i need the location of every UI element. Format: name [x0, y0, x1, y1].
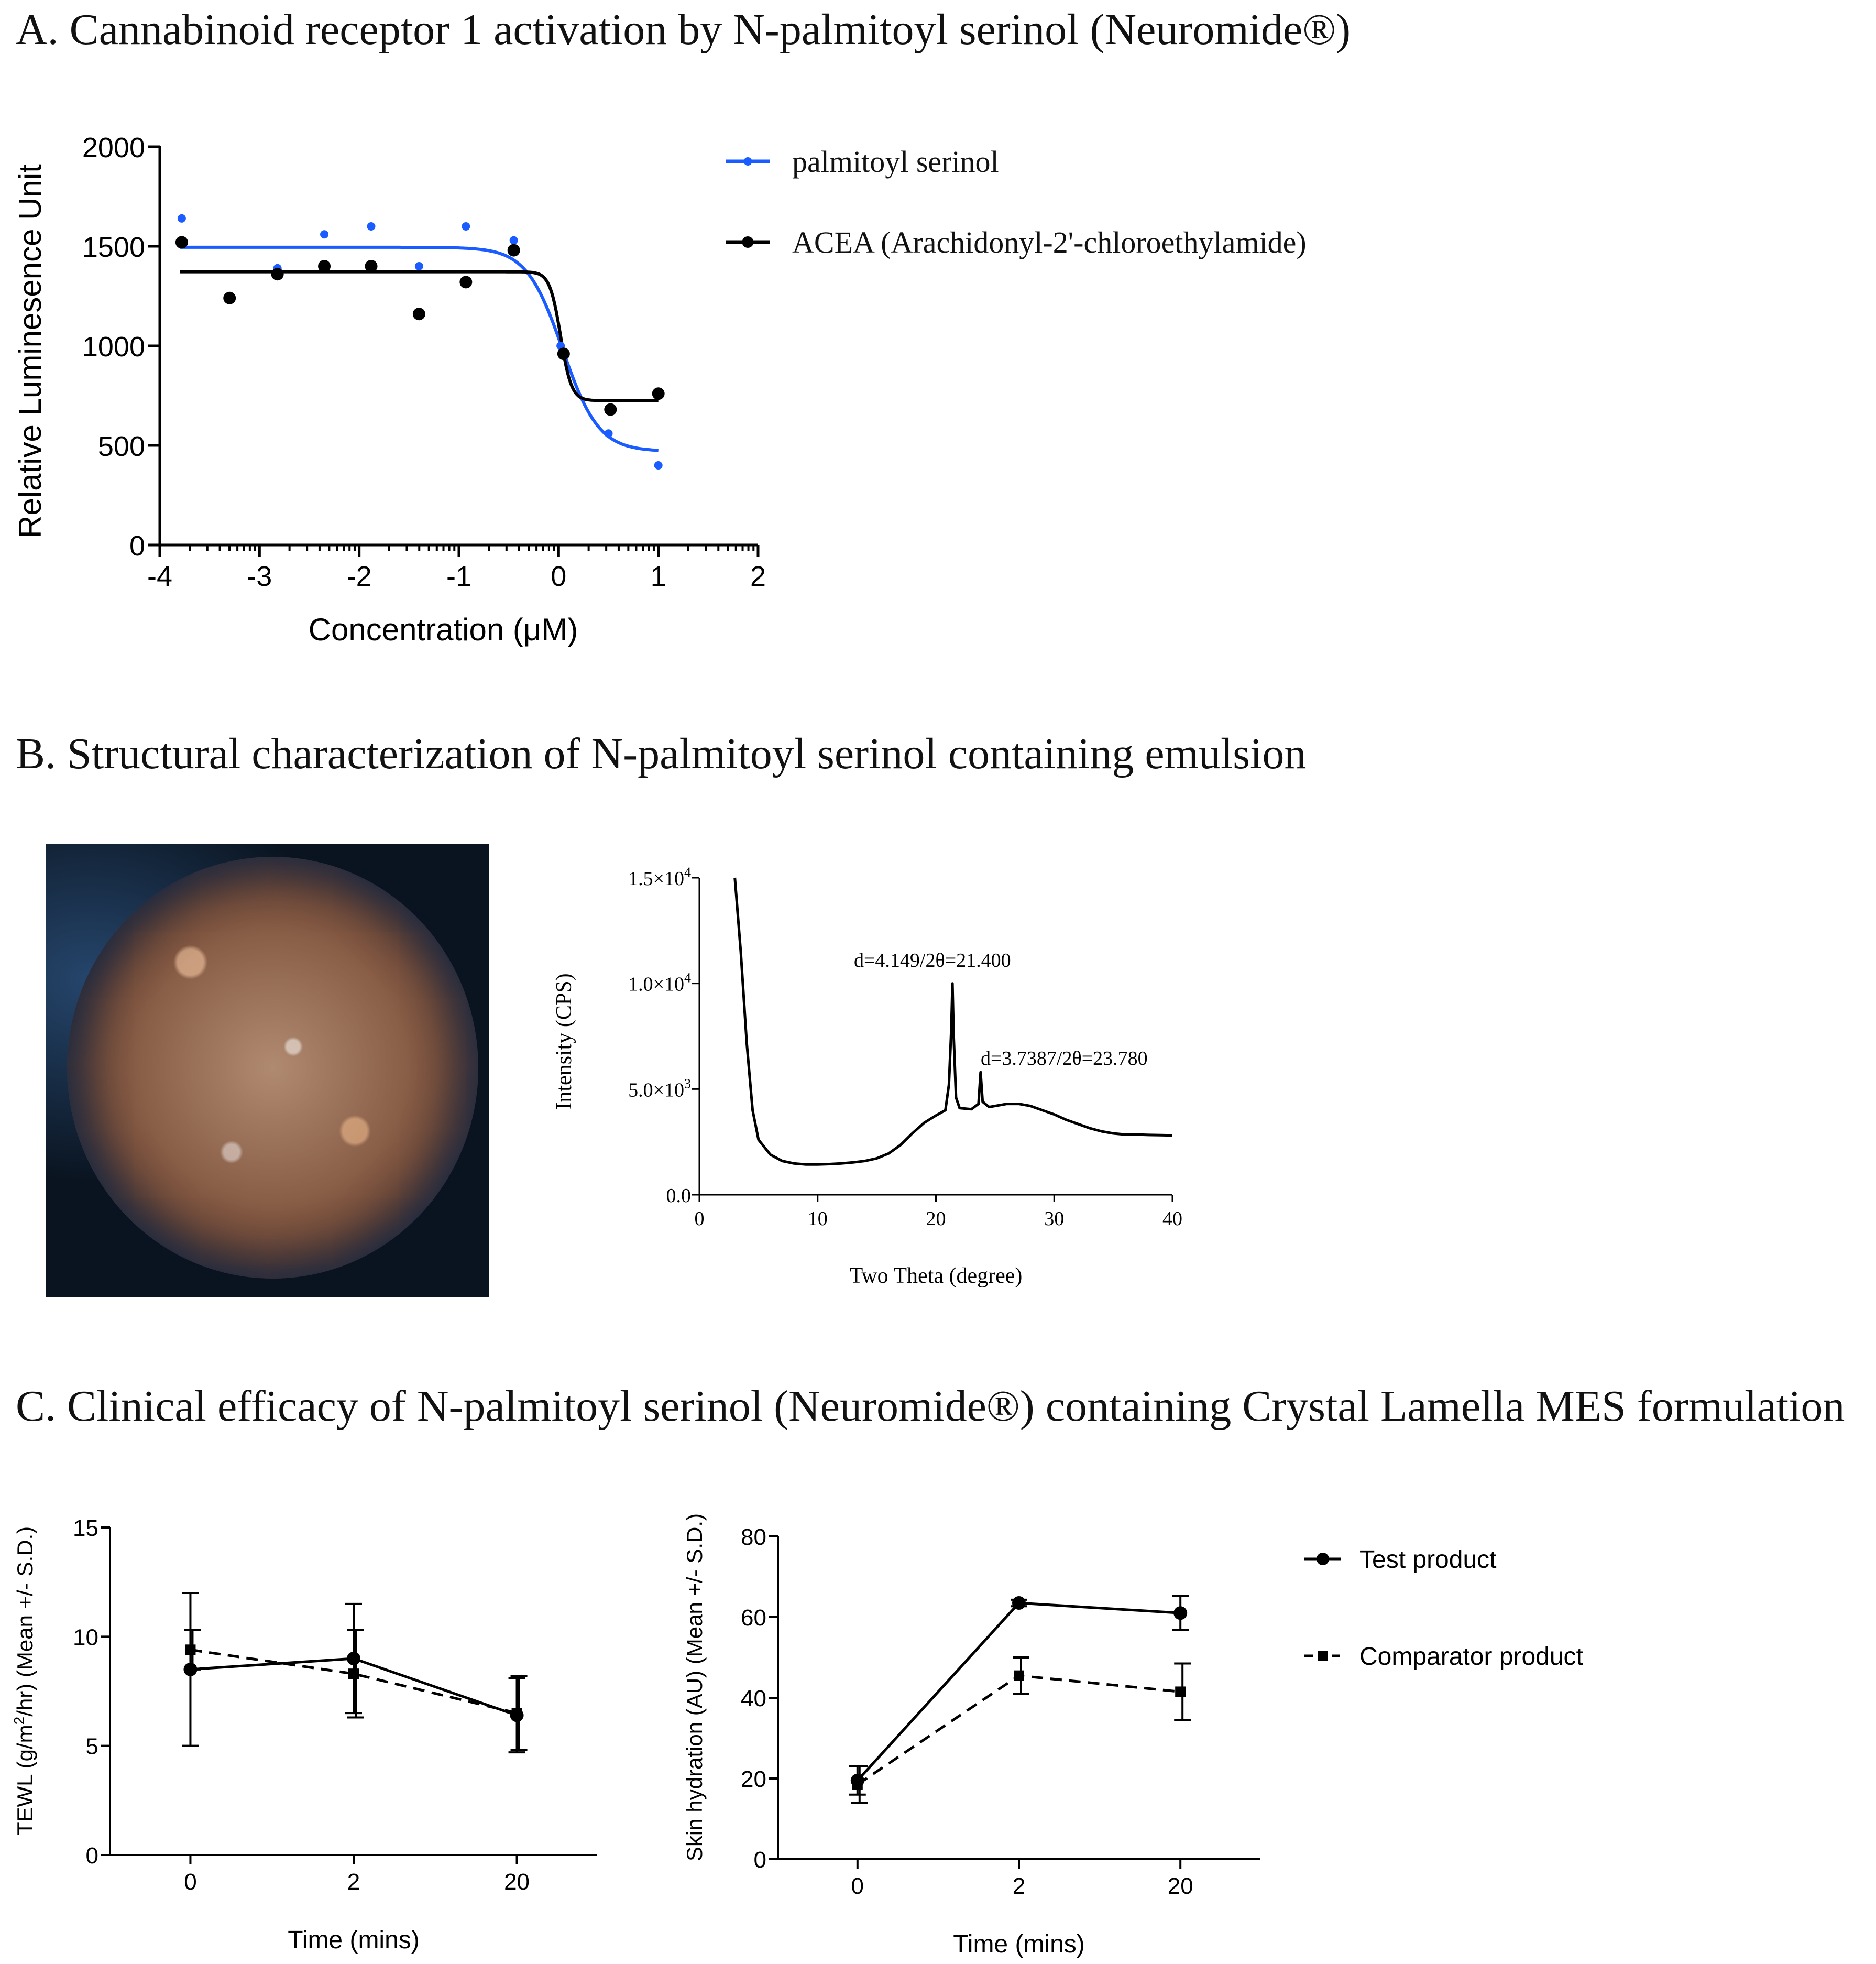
y-tick-label: 5 — [86, 1734, 98, 1760]
comparator-product-point — [1014, 1670, 1024, 1681]
x-tick-label: 0 — [184, 1869, 196, 1895]
peak-annotation-21-4: d=4.149/2θ=21.400 — [854, 950, 1011, 972]
y-axis-label: Relative Luminesence Unit — [13, 164, 48, 538]
y-axis-label: Intensity (CPS) — [552, 973, 576, 1109]
x-axis-label: Time (mins) — [953, 1930, 1085, 1958]
x-tick-label: 0 — [851, 1873, 864, 1899]
comparator-product-line — [857, 1674, 1181, 1786]
xrd-pattern-line — [733, 877, 1173, 1166]
palmitoyl-serinol-point — [509, 236, 518, 245]
x-tick-label: 2 — [347, 1869, 360, 1895]
x-tick-label: 2 — [1013, 1873, 1025, 1899]
y-tick-label: 10 — [73, 1624, 98, 1650]
peak-annotation-23-78: d=3.7387/2θ=23.780 — [981, 1048, 1148, 1070]
y-axis-label: TEWL (g/m2/hr) (Mean +/- S.D.) — [11, 1526, 37, 1835]
acea-point — [507, 244, 520, 257]
legend-palmitoyl-marker — [743, 157, 752, 166]
section-a-title: A. Cannabinoid receptor 1 activation by … — [16, 5, 1351, 54]
acea-point — [412, 308, 425, 321]
y-tick-label: 1.0×104 — [628, 970, 691, 996]
x-tick-label: -3 — [247, 561, 272, 592]
palmitoyl-serinol-point — [604, 429, 613, 438]
x-tick-label: -1 — [446, 561, 471, 592]
legend-acea-marker — [742, 236, 754, 248]
legend-comparator-label: Comparator product — [1359, 1643, 1583, 1671]
y-tick-label: 0 — [86, 1843, 98, 1869]
x-tick-label: -4 — [147, 561, 172, 592]
tewl-chart: 0 5 10 15 0 2 20 Time (mins) TEWL (g/m2/hr) (Mea… — [11, 1515, 597, 1954]
y-tick-label: 0 — [129, 530, 145, 562]
y-tick-label: 60 — [741, 1605, 766, 1631]
y-axis-label: Skin hydration (AU) (Mean +/- S.D.) — [682, 1513, 707, 1861]
palmitoyl-serinol-point — [654, 461, 663, 470]
acea-point — [604, 403, 617, 416]
acea-point — [175, 236, 188, 249]
acea-point — [557, 347, 570, 361]
legend-palmitoyl-label: palmitoyl serinol — [792, 145, 999, 179]
x-tick-label: 1 — [651, 561, 666, 592]
skin-hydration-chart: 0 20 40 60 80 0 2 20 Time (mins) Skin hydration (… — [682, 1513, 1583, 1958]
x-tick-label: 0 — [551, 561, 566, 592]
acea-point — [318, 260, 331, 272]
y-tick-label: 5.0×103 — [628, 1076, 691, 1101]
legend-acea-label: ACEA (Arachidonyl-2'-chloroethylamide) — [792, 225, 1307, 259]
test-product-line — [856, 1601, 1181, 1782]
microscopy-field — [67, 857, 478, 1279]
acea-point — [365, 260, 378, 272]
comparator-product-point — [185, 1644, 196, 1655]
y-tick-label: 15 — [73, 1515, 98, 1541]
comparator-product-point — [852, 1779, 863, 1790]
y-tick-label: 80 — [741, 1524, 766, 1550]
palmitoyl-serinol-point — [177, 214, 186, 223]
x-axis-label: Concentration (μM) — [309, 612, 578, 647]
y-tick-label: 0.0 — [666, 1185, 692, 1207]
acea-point — [652, 387, 665, 400]
cb1-dose-response-chart: 0 500 1000 1500 2000 -4 -3 -2 -1 0 1 2 Concentration… — [13, 132, 1307, 647]
x-tick-label: 30 — [1044, 1208, 1064, 1230]
test-product-point — [347, 1652, 360, 1665]
acea-point — [271, 268, 284, 281]
y-tick-label: 500 — [98, 431, 145, 462]
x-axis-label: Time (mins) — [288, 1926, 420, 1954]
microscopy-image — [46, 844, 489, 1297]
x-tick-label: 20 — [1168, 1873, 1193, 1899]
palmitoyl-serinol-point — [320, 230, 329, 239]
y-tick-label: 1.5×104 — [628, 865, 691, 890]
legend-comparator-marker — [1318, 1651, 1328, 1661]
x-tick-label: 10 — [808, 1208, 828, 1230]
x-axis-label: Two Theta (degree) — [850, 1264, 1023, 1288]
x-tick-label: 2 — [750, 561, 766, 592]
test-product-point — [1173, 1606, 1188, 1620]
section-c-title: C. Clinical efficacy of N-palmitoyl seri… — [16, 1382, 1845, 1431]
palmitoyl-serinol-fit-line — [180, 245, 659, 452]
x-tick-label: 0 — [695, 1208, 705, 1230]
x-tick-label: 40 — [1162, 1208, 1182, 1230]
y-tick-label: 1500 — [82, 232, 145, 263]
palmitoyl-serinol-point — [367, 222, 376, 231]
y-tick-label: 2000 — [82, 132, 145, 163]
comparator-product-point — [348, 1668, 359, 1679]
x-tick-label: -2 — [347, 561, 372, 592]
acea-point — [459, 276, 473, 289]
y-tick-label: 1000 — [82, 331, 145, 363]
acea-point — [223, 291, 236, 304]
x-tick-label: 20 — [504, 1869, 530, 1895]
palmitoyl-serinol-point — [414, 262, 423, 270]
legend-test-marker — [1317, 1553, 1329, 1565]
y-tick-label: 0 — [754, 1847, 766, 1873]
y-tick-label: 40 — [741, 1686, 766, 1711]
y-tick-label: 20 — [741, 1766, 766, 1792]
legend-test-label: Test product — [1359, 1546, 1496, 1574]
x-tick-label: 20 — [926, 1208, 946, 1230]
section-b-title: B. Structural characterization of N-palm… — [16, 729, 1307, 778]
palmitoyl-serinol-point — [462, 222, 470, 231]
xrd-chart: 0.0 5.0×103 1.0×104 1.5×104 0 10 20 30 40 Two The… — [552, 865, 1182, 1288]
test-product-point — [1012, 1596, 1026, 1610]
acea-fit-line — [180, 270, 659, 402]
comparator-product-point — [1175, 1686, 1186, 1697]
comparator-product-point — [511, 1708, 522, 1719]
